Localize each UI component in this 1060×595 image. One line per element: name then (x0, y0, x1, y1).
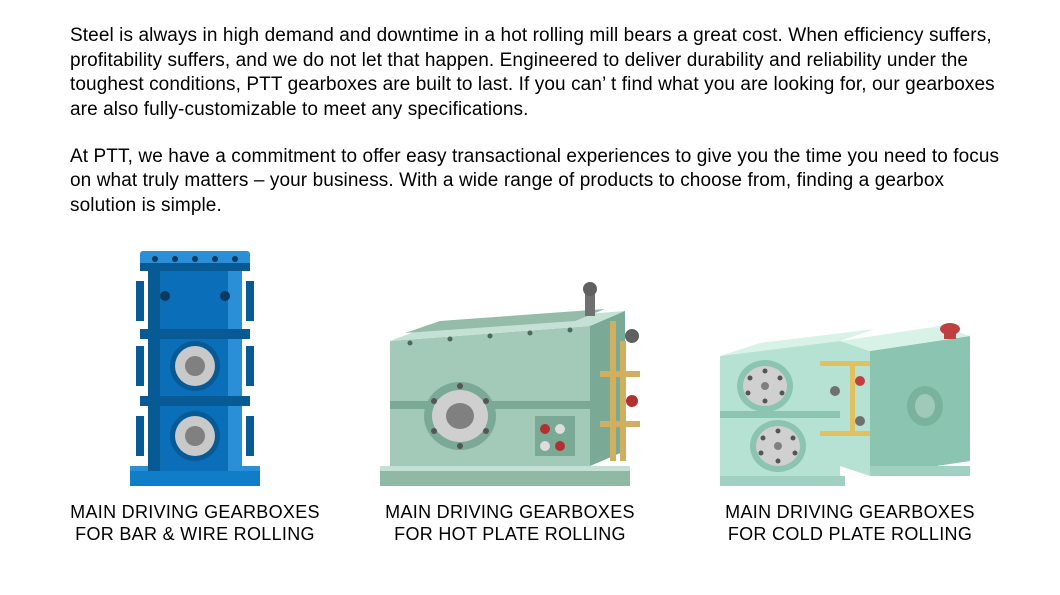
intro-text: Steel is always in high demand and downt… (70, 24, 1000, 219)
caption-line: MAIN DRIVING GEARBOXES (70, 502, 320, 522)
gearbox-cold-plate-icon (700, 281, 1000, 491)
intro-paragraph-2: At PTT, we have a commitment to offer ea… (70, 145, 1000, 219)
caption-line: MAIN DRIVING GEARBOXES (385, 502, 635, 522)
product-caption-hot-plate: MAIN DRIVING GEARBOXES FOR HOT PLATE ROL… (385, 501, 635, 546)
caption-line: FOR BAR & WIRE ROLLING (75, 524, 315, 544)
intro-paragraph-1: Steel is always in high demand and downt… (70, 24, 1000, 123)
gearbox-hot-plate-icon (360, 281, 660, 491)
product-image-hot-plate (360, 241, 660, 491)
gearbox-bar-wire-icon (110, 241, 280, 491)
product-row: MAIN DRIVING GEARBOXES FOR BAR & WIRE RO… (70, 241, 1000, 546)
caption-line: FOR HOT PLATE ROLLING (394, 524, 626, 544)
product-cold-plate: MAIN DRIVING GEARBOXES FOR COLD PLATE RO… (700, 241, 1000, 546)
product-image-bar-wire (70, 241, 320, 491)
product-caption-bar-wire: MAIN DRIVING GEARBOXES FOR BAR & WIRE RO… (70, 501, 320, 546)
product-bar-wire: MAIN DRIVING GEARBOXES FOR BAR & WIRE RO… (70, 241, 320, 546)
product-caption-cold-plate: MAIN DRIVING GEARBOXES FOR COLD PLATE RO… (725, 501, 975, 546)
product-hot-plate: MAIN DRIVING GEARBOXES FOR HOT PLATE ROL… (360, 241, 660, 546)
caption-line: FOR COLD PLATE ROLLING (728, 524, 972, 544)
caption-line: MAIN DRIVING GEARBOXES (725, 502, 975, 522)
product-image-cold-plate (700, 241, 1000, 491)
